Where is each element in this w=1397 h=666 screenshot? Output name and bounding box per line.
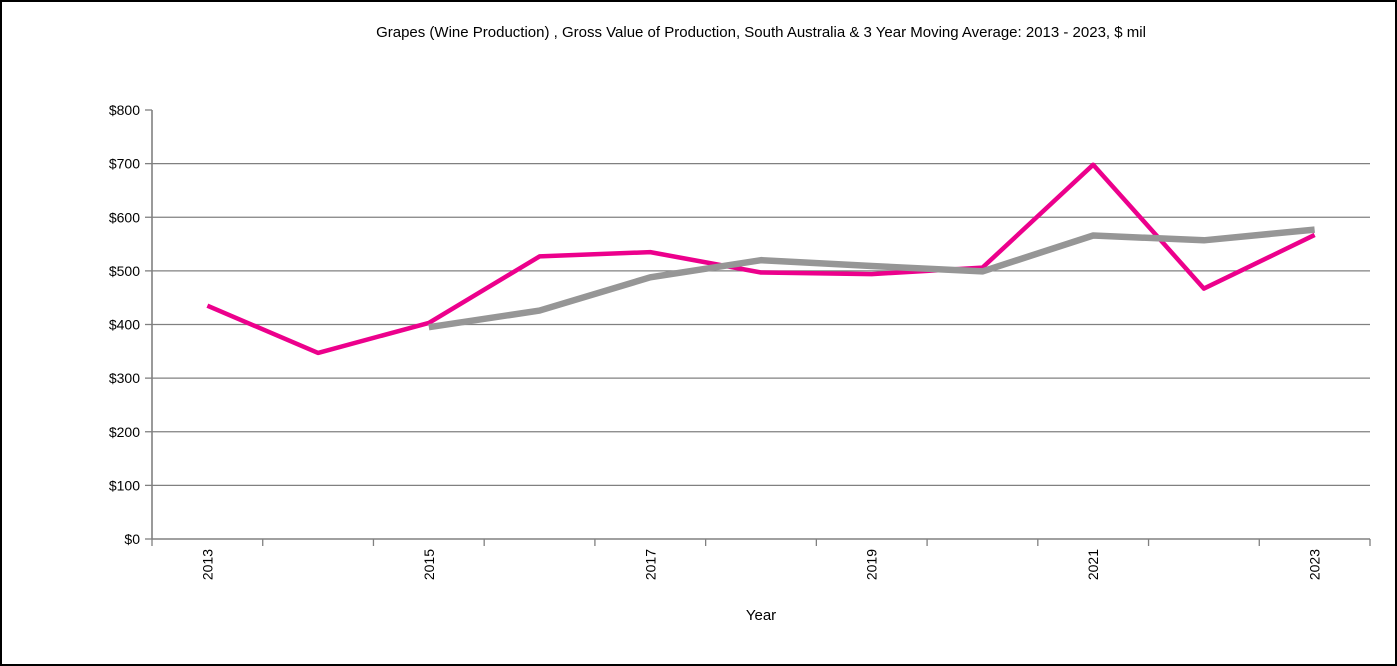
y-tick-label: $400 xyxy=(109,317,140,333)
chart-title: Grapes (Wine Production) , Gross Value o… xyxy=(376,24,1146,41)
x-tick-label: 2015 xyxy=(421,549,437,580)
y-tick-label: $800 xyxy=(109,102,140,118)
x-axis-title: Year xyxy=(746,607,776,624)
y-tick-label: $700 xyxy=(109,156,140,172)
y-tick-label: $100 xyxy=(109,477,140,493)
series-line-0 xyxy=(206,162,1316,356)
y-tick-label: $200 xyxy=(109,424,140,440)
x-tick-label: 2019 xyxy=(864,549,880,580)
x-tick-label: 2023 xyxy=(1307,549,1323,580)
y-tick-label: $300 xyxy=(109,370,140,386)
y-tick-label: $600 xyxy=(109,209,140,225)
series-line-1 xyxy=(428,226,1315,331)
x-tick-label: 2021 xyxy=(1085,549,1101,580)
x-tick-label: 2017 xyxy=(642,549,658,580)
x-tick-label: 2013 xyxy=(199,549,215,580)
y-tick-label: $500 xyxy=(109,263,140,279)
y-tick-label: $0 xyxy=(124,531,140,547)
